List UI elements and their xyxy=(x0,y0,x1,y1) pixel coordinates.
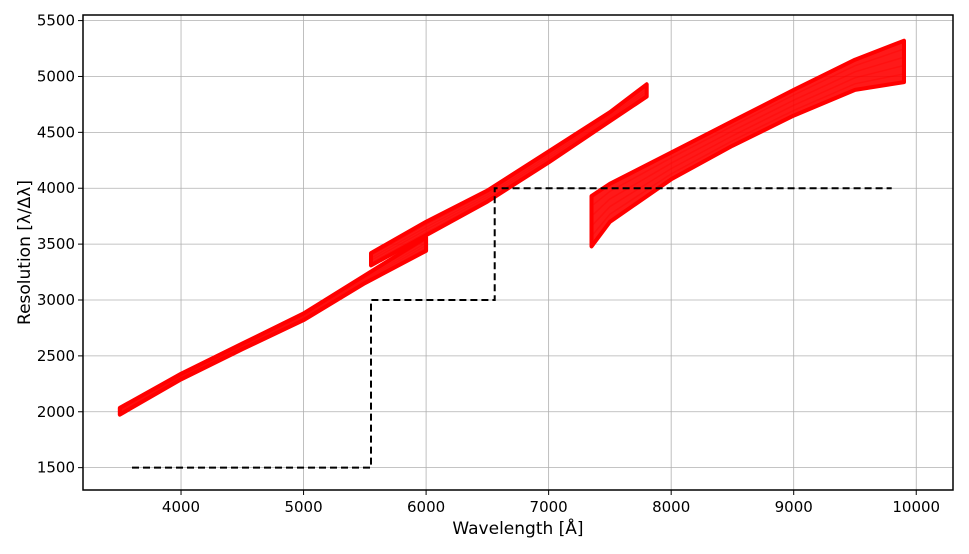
x-tick-label: 6000 xyxy=(407,498,445,516)
x-axis-label: Wavelength [Å] xyxy=(452,517,583,539)
resolution-trace xyxy=(591,40,905,197)
resolution-trace xyxy=(119,236,427,409)
resolution-trace xyxy=(591,48,905,207)
resolution-band-2 xyxy=(369,82,649,268)
resolution-trace xyxy=(590,81,905,247)
resolution-trace xyxy=(370,91,648,262)
x-tick-label: 10000 xyxy=(892,498,940,516)
resolution-trace xyxy=(370,86,648,257)
y-tick-label: 1500 xyxy=(37,459,75,477)
y-tick-label: 2500 xyxy=(37,347,75,365)
resolution-band-1 xyxy=(117,235,429,417)
resolution-trace xyxy=(119,247,427,414)
resolution-trace xyxy=(590,56,905,217)
resolution-trace xyxy=(119,250,427,416)
x-tick-label: 5000 xyxy=(284,498,322,516)
axes-frame xyxy=(82,14,954,491)
x-tick-label: 8000 xyxy=(652,498,690,516)
ticks: 4000 5000 6000 7000 8000 9000 10000 1500 2000 250… xyxy=(37,12,940,516)
y-tick-label: 4500 xyxy=(37,123,75,141)
resolution-trace xyxy=(590,73,905,237)
requirement-step-line xyxy=(132,187,892,469)
resolution-trace xyxy=(119,242,427,412)
resolution-band-3 xyxy=(589,38,906,249)
y-tick-label: 3500 xyxy=(37,235,75,253)
resolution-trace xyxy=(590,64,905,227)
y-tick-label: 3000 xyxy=(37,291,75,309)
plot-area xyxy=(117,38,906,469)
y-tick-label: 5500 xyxy=(37,12,75,30)
resolution-trace xyxy=(370,93,648,264)
x-tick-label: 7000 xyxy=(530,498,568,516)
y-tick-label: 4000 xyxy=(37,179,75,197)
resolution-trace xyxy=(370,95,648,267)
y-tick-label: 5000 xyxy=(37,67,75,85)
resolution-trace xyxy=(370,83,648,254)
y-tick-label: 2000 xyxy=(37,403,75,421)
resolution-trace xyxy=(370,88,648,259)
resolution-trace xyxy=(119,239,427,410)
x-tick-label: 9000 xyxy=(775,498,813,516)
y-axis-label: Resolution [λ/Δλ] xyxy=(15,180,35,325)
resolution-trace xyxy=(119,244,427,413)
x-tick-label: 4000 xyxy=(162,498,200,516)
